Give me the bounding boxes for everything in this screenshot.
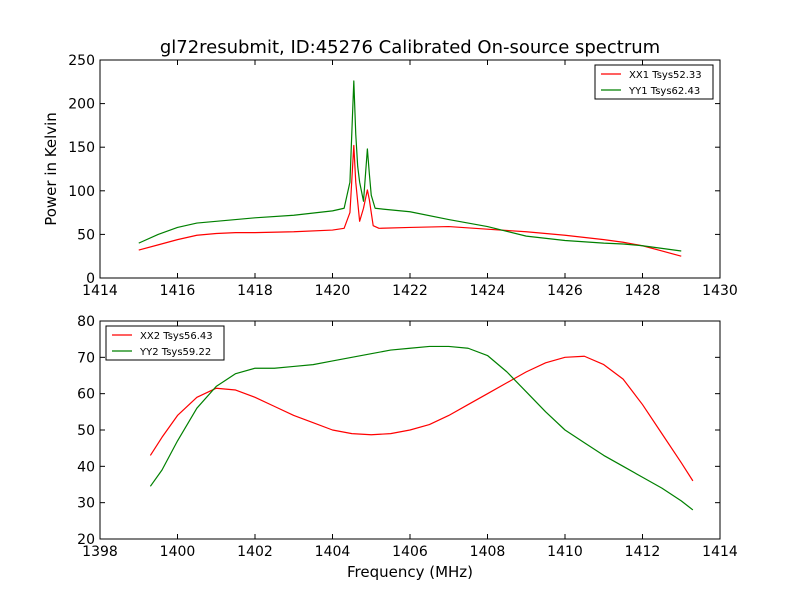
x-tick-label-1-7: 1428 [625,283,661,299]
x-tick-label-2-0: 1398 [82,544,118,560]
y-tick-label-1-4: 200 [68,97,95,113]
y-tick-label-2-5: 70 [77,350,95,366]
y-tick-label-2-3: 50 [77,423,95,439]
series-line-1-1 [138,144,682,257]
series-line-2-2 [149,345,694,511]
x-axis-label: Frequency (MHz) [347,563,473,581]
legend-2: XX2 Tsys56.43 YY2 Tsys59.22 [105,325,225,361]
x-tick-label-2-4: 1406 [392,544,428,560]
x-tick-label-2-3: 1404 [315,544,351,560]
x-tick-label-1-1: 1416 [160,283,196,299]
y-tick-label-1-2: 100 [68,184,95,200]
x-tick-label-2-8: 1414 [702,544,738,560]
legend-label-1-1: XX1 Tsys52.33 [629,70,702,81]
axes-1: 1414 1416 1418 1420 1422 1424 1426 1428 1430 0 50 1… [42,53,738,299]
y-tick-label-2-1: 30 [77,496,95,512]
x-tick-label-2-1: 1400 [160,544,196,560]
chart-title: gl72resubmit, ID:45276 Calibrated On-sou… [160,37,660,58]
legend-box-2 [105,325,225,361]
y-tick-label-2-2: 40 [77,459,95,475]
y-tick-label-1-5: 250 [68,53,95,69]
x-tick-label-1-0: 1414 [82,283,118,299]
legend-label-2-2: YY2 Tsys59.22 [139,347,211,358]
x-tick-label-2-7: 1412 [625,544,661,560]
series-line-2-1 [149,355,694,482]
y-tick-label-1-3: 150 [68,140,95,156]
y-tick-label-1-0: 0 [86,271,95,287]
legend-label-1-2: YY1 Tsys62.43 [628,86,700,97]
x-tick-label-1-6: 1426 [547,283,583,299]
axes-2: 1398 1400 1402 1404 1406 1408 1410 1412 1414 20 30… [77,314,738,560]
x-tick-label-2-2: 1402 [237,544,273,560]
y-tick-label-2-6: 80 [77,314,95,330]
x-tick-label-1-5: 1424 [470,283,506,299]
series-line-1-2 [138,80,682,252]
x-tick-label-1-2: 1418 [237,283,273,299]
x-tick-label-1-8: 1430 [702,283,738,299]
x-tick-label-2-6: 1410 [547,544,583,560]
legend-box-1 [594,64,714,100]
x-tick-label-2-5: 1408 [470,544,506,560]
legend-1: XX1 Tsys52.33 YY1 Tsys62.43 [594,64,714,100]
legend-label-2-1: XX2 Tsys56.43 [140,331,213,342]
x-tick-label-1-4: 1422 [392,283,428,299]
y-tick-label-1-1: 50 [77,227,95,243]
x-tick-label-1-3: 1420 [315,283,351,299]
plots-group: 1414 1416 1418 1420 1422 1424 1426 1428 14300501… [42,53,738,560]
y-tick-label-2-4: 60 [77,387,95,403]
y-tick-label-2-0: 20 [77,532,95,548]
y-axis-label-1: Power in Kelvin [42,112,60,226]
